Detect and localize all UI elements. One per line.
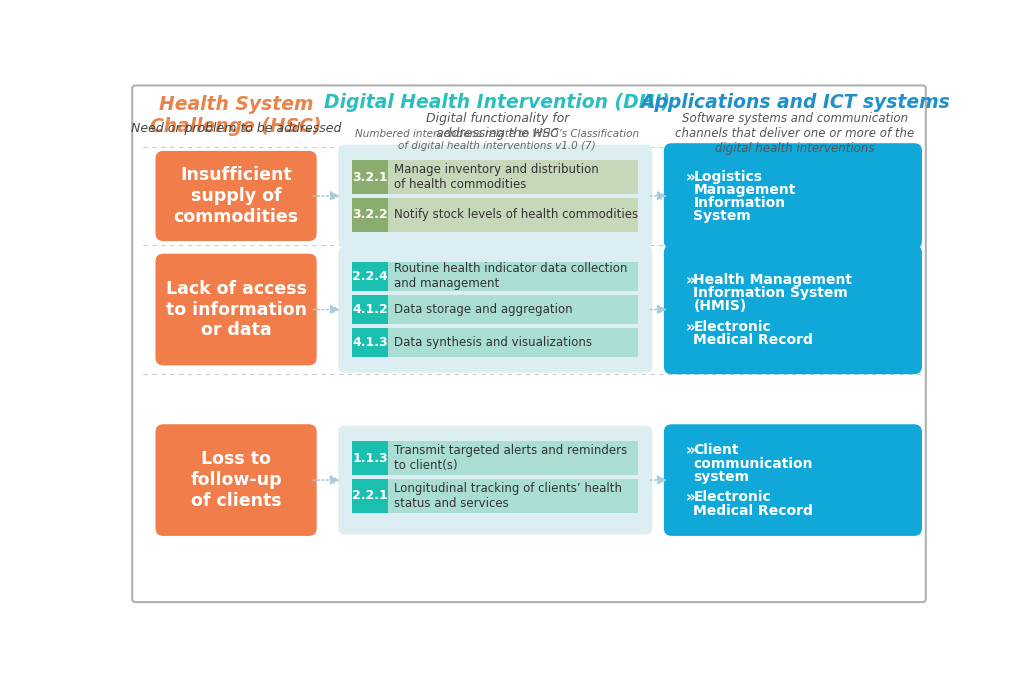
Text: communication: communication [693,456,813,471]
FancyBboxPatch shape [352,262,388,291]
Text: Need or problem to be addressed: Need or problem to be addressed [131,122,341,135]
FancyBboxPatch shape [352,160,638,194]
FancyBboxPatch shape [352,295,388,324]
FancyBboxPatch shape [664,143,921,249]
Text: Information: Information [693,196,785,210]
FancyBboxPatch shape [352,262,638,291]
Text: Software systems and communication
channels that deliver one or more of the
digi: Software systems and communication chann… [676,112,914,154]
Text: »: » [686,320,695,335]
FancyBboxPatch shape [352,328,388,357]
Text: 2.2.1: 2.2.1 [352,490,388,503]
Text: Routine health indicator data collection
and management: Routine health indicator data collection… [395,262,628,290]
Text: 3.2.2: 3.2.2 [352,208,388,221]
Text: »: » [686,273,695,288]
Text: 4.1.3: 4.1.3 [352,336,388,349]
FancyBboxPatch shape [339,246,652,373]
FancyBboxPatch shape [664,424,921,536]
Text: Information System: Information System [693,286,848,300]
Text: Digital functionality for
addressing the HSC: Digital functionality for addressing the… [426,112,569,140]
FancyBboxPatch shape [156,254,317,365]
Text: Electronic: Electronic [693,490,771,505]
Text: Data synthesis and visualizations: Data synthesis and visualizations [395,336,592,349]
Text: Data storage and aggregation: Data storage and aggregation [395,303,573,316]
Text: Insufficient
supply of
commodities: Insufficient supply of commodities [174,166,299,226]
FancyBboxPatch shape [352,479,388,513]
Text: Management: Management [693,183,795,197]
Text: 2.2.4: 2.2.4 [352,270,388,283]
Text: Medical Record: Medical Record [693,333,813,347]
Text: Numbered interventions relate to WHO’s Classification
of digital health interven: Numbered interventions relate to WHO’s C… [355,129,639,151]
Text: Client: Client [693,443,739,458]
Text: Medical Record: Medical Record [693,504,813,517]
Text: Longitudinal tracking of clients’ health
status and services: Longitudinal tracking of clients’ health… [395,482,622,510]
Text: Health System
Challenge (HSC): Health System Challenge (HSC) [151,95,322,137]
Text: Electronic: Electronic [693,320,771,334]
Text: »: » [686,490,695,505]
Text: system: system [693,470,749,483]
Text: Notify stock levels of health commodities: Notify stock levels of health commoditie… [395,208,638,221]
FancyBboxPatch shape [352,198,638,232]
Text: 1.1.3: 1.1.3 [352,452,388,464]
FancyBboxPatch shape [352,441,388,475]
FancyBboxPatch shape [352,479,638,513]
Text: 4.1.2: 4.1.2 [352,303,388,316]
FancyBboxPatch shape [352,441,638,475]
Text: Manage inventory and distribution
of health commodities: Manage inventory and distribution of hea… [395,163,599,191]
Text: Loss to
follow-up
of clients: Loss to follow-up of clients [190,450,282,510]
Text: Health Management: Health Management [693,273,852,287]
FancyBboxPatch shape [664,245,921,374]
FancyBboxPatch shape [352,295,638,324]
Text: Applications and ICT systems: Applications and ICT systems [640,93,949,112]
Text: »: » [686,170,695,185]
FancyBboxPatch shape [132,86,926,602]
Text: Digital Health Intervention (DHI): Digital Health Intervention (DHI) [324,93,670,112]
FancyBboxPatch shape [156,424,317,536]
Text: (HMIS): (HMIS) [693,299,747,313]
FancyBboxPatch shape [352,198,388,232]
Text: Transmit targeted alerts and reminders
to client(s): Transmit targeted alerts and reminders t… [395,444,627,472]
FancyBboxPatch shape [339,145,652,247]
FancyBboxPatch shape [352,328,638,357]
Text: »: » [686,443,695,458]
Text: System: System [693,209,751,223]
Text: 3.2.1: 3.2.1 [352,171,388,184]
Text: Lack of access
to information
or data: Lack of access to information or data [165,279,307,339]
Text: Logistics: Logistics [693,170,762,184]
FancyBboxPatch shape [339,426,652,534]
FancyBboxPatch shape [352,160,388,194]
FancyBboxPatch shape [156,151,317,241]
